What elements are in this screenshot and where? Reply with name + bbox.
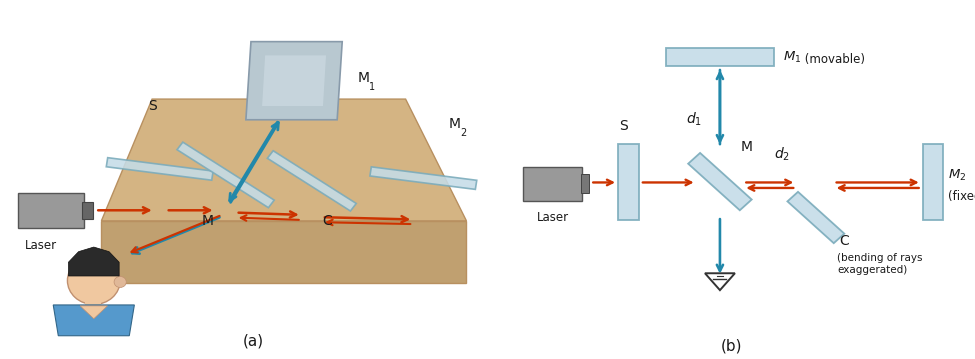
Polygon shape xyxy=(80,306,107,319)
FancyBboxPatch shape xyxy=(18,193,84,228)
Text: (movable): (movable) xyxy=(800,53,865,66)
Polygon shape xyxy=(262,55,326,106)
Polygon shape xyxy=(788,192,844,243)
FancyBboxPatch shape xyxy=(82,202,94,219)
Text: Laser: Laser xyxy=(537,211,569,224)
Text: (b): (b) xyxy=(721,339,742,354)
Text: $d_2$: $d_2$ xyxy=(774,145,790,163)
Polygon shape xyxy=(618,144,639,220)
Circle shape xyxy=(114,276,126,288)
Circle shape xyxy=(67,257,120,304)
Text: M: M xyxy=(741,140,753,154)
Polygon shape xyxy=(922,144,943,220)
Polygon shape xyxy=(101,99,466,221)
Text: M: M xyxy=(202,214,214,228)
Text: (a): (a) xyxy=(243,333,264,348)
FancyBboxPatch shape xyxy=(581,174,589,194)
Text: C: C xyxy=(839,234,849,248)
Polygon shape xyxy=(666,48,774,66)
Text: S: S xyxy=(620,119,628,133)
Text: M: M xyxy=(358,71,370,85)
Polygon shape xyxy=(106,158,214,180)
Text: $M_2$: $M_2$ xyxy=(948,168,966,183)
FancyBboxPatch shape xyxy=(524,167,582,201)
Text: Laser: Laser xyxy=(24,239,57,252)
Polygon shape xyxy=(267,151,356,211)
Text: $d_1$: $d_1$ xyxy=(686,111,702,128)
Text: (fixed): (fixed) xyxy=(948,190,975,203)
Polygon shape xyxy=(370,167,477,190)
Polygon shape xyxy=(101,221,466,283)
Polygon shape xyxy=(68,247,119,276)
Polygon shape xyxy=(54,305,135,336)
Text: 2: 2 xyxy=(460,127,467,137)
Text: $M_1$: $M_1$ xyxy=(783,50,801,65)
FancyBboxPatch shape xyxy=(85,293,101,306)
Text: C: C xyxy=(322,214,332,228)
Polygon shape xyxy=(177,142,274,208)
Text: M: M xyxy=(448,117,461,131)
Polygon shape xyxy=(688,153,752,210)
Text: 1: 1 xyxy=(370,81,375,92)
Polygon shape xyxy=(246,42,342,120)
Text: S: S xyxy=(148,99,156,113)
Text: (bending of rays
exaggerated): (bending of rays exaggerated) xyxy=(837,253,922,275)
